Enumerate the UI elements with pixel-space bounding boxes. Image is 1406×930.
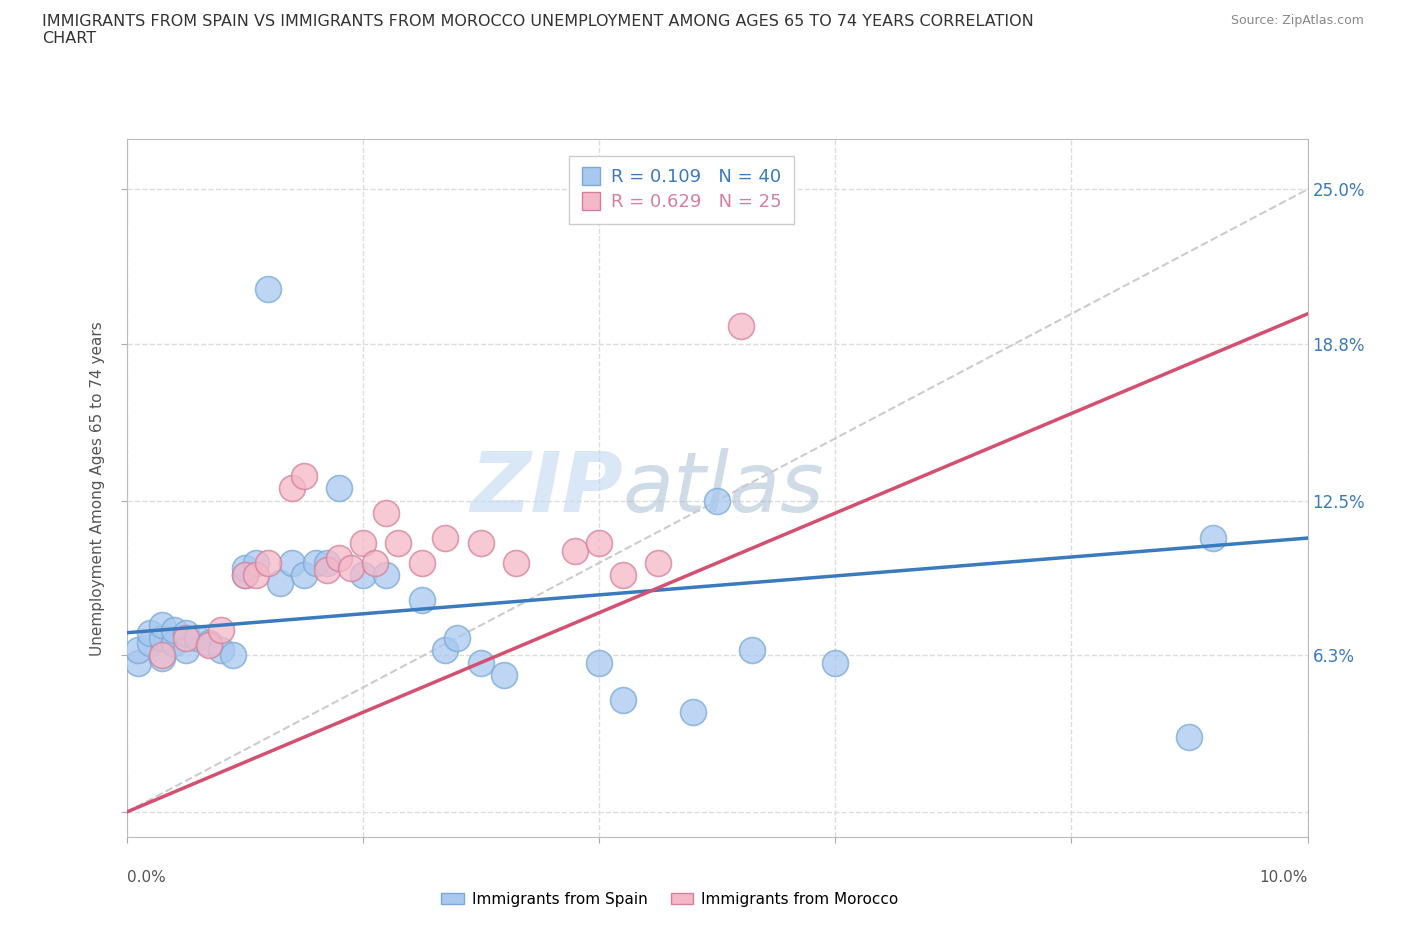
- Point: [139, 625, 162, 640]
- Text: 10.0%: 10.0%: [1260, 870, 1308, 884]
- Point: [186, 631, 208, 645]
- Point: [163, 635, 186, 650]
- Point: [174, 643, 197, 658]
- Point: [174, 625, 197, 640]
- Point: [340, 561, 363, 576]
- Point: [588, 656, 610, 671]
- Text: IMMIGRANTS FROM SPAIN VS IMMIGRANTS FROM MOROCCO UNEMPLOYMENT AMONG AGES 65 TO 7: IMMIGRANTS FROM SPAIN VS IMMIGRANTS FROM…: [42, 14, 1033, 46]
- Point: [127, 643, 149, 658]
- Point: [434, 643, 457, 658]
- Point: [612, 693, 634, 708]
- Point: [269, 576, 291, 591]
- Point: [706, 493, 728, 508]
- Point: [316, 555, 339, 570]
- Point: [233, 561, 256, 576]
- Point: [730, 319, 752, 334]
- Point: [470, 536, 492, 551]
- Point: [198, 638, 221, 653]
- Point: [233, 568, 256, 583]
- Point: [139, 635, 162, 650]
- Point: [198, 635, 221, 650]
- Point: [1178, 730, 1201, 745]
- Text: ZIP: ZIP: [470, 447, 623, 529]
- Point: [647, 555, 669, 570]
- Point: [588, 536, 610, 551]
- Point: [328, 551, 350, 565]
- Point: [127, 656, 149, 671]
- Point: [222, 647, 245, 662]
- Point: [1202, 531, 1225, 546]
- Point: [257, 555, 280, 570]
- Point: [352, 568, 374, 583]
- Point: [824, 656, 846, 671]
- Point: [564, 543, 586, 558]
- Text: 0.0%: 0.0%: [127, 870, 166, 884]
- Text: atlas: atlas: [623, 447, 824, 529]
- Point: [612, 568, 634, 583]
- Legend: Immigrants from Spain, Immigrants from Morocco: Immigrants from Spain, Immigrants from M…: [436, 886, 904, 913]
- Point: [233, 568, 256, 583]
- Point: [209, 623, 232, 638]
- Point: [209, 643, 232, 658]
- Point: [363, 555, 385, 570]
- Text: Source: ZipAtlas.com: Source: ZipAtlas.com: [1230, 14, 1364, 27]
- Point: [257, 282, 280, 297]
- Point: [281, 555, 304, 570]
- Point: [434, 531, 457, 546]
- Point: [150, 631, 173, 645]
- Point: [316, 563, 339, 578]
- Point: [494, 668, 516, 683]
- Point: [375, 506, 398, 521]
- Point: [375, 568, 398, 583]
- Point: [150, 647, 173, 662]
- Point: [328, 481, 350, 496]
- Y-axis label: Unemployment Among Ages 65 to 74 years: Unemployment Among Ages 65 to 74 years: [90, 321, 105, 656]
- Point: [281, 481, 304, 496]
- Point: [245, 568, 267, 583]
- Point: [411, 593, 433, 608]
- Point: [446, 631, 468, 645]
- Point: [352, 536, 374, 551]
- Point: [411, 555, 433, 570]
- Point: [741, 643, 763, 658]
- Point: [682, 705, 704, 720]
- Point: [292, 568, 315, 583]
- Point: [292, 469, 315, 484]
- Point: [150, 618, 173, 632]
- Point: [505, 555, 527, 570]
- Point: [387, 536, 409, 551]
- Point: [174, 631, 197, 645]
- Point: [163, 623, 186, 638]
- Point: [245, 555, 267, 570]
- Point: [470, 656, 492, 671]
- Point: [150, 650, 173, 665]
- Point: [304, 555, 326, 570]
